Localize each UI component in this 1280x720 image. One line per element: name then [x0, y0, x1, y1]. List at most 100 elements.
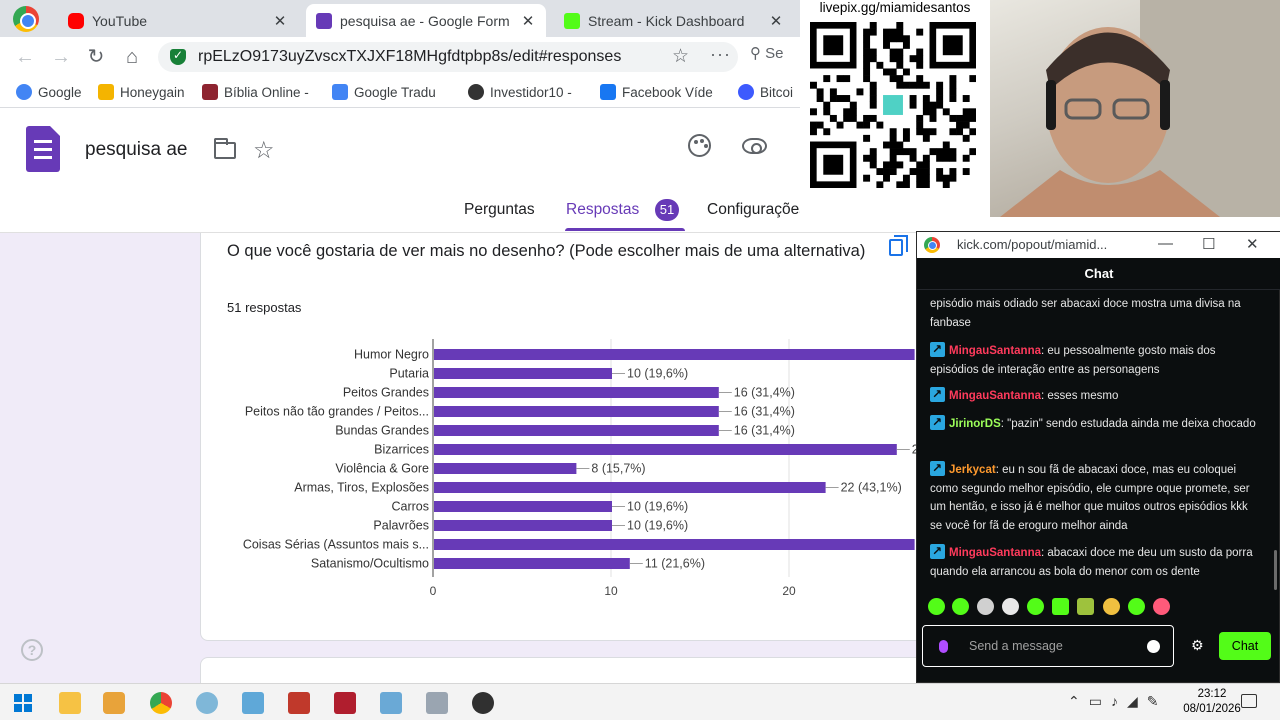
bookmark-google-tradutor[interactable]: Google Tradu: [332, 84, 436, 100]
emote-icon[interactable]: [1052, 598, 1069, 615]
qr-module: [909, 148, 917, 156]
form-title[interactable]: pesquisa ae: [85, 139, 188, 160]
bookmark-facebook-video[interactable]: Facebook Víde: [600, 84, 713, 100]
emote-icon[interactable]: [977, 598, 994, 615]
emote-icon[interactable]: [1128, 598, 1145, 615]
chat-messages[interactable]: episódio mais odiado ser abacaxi doce mo…: [917, 290, 1273, 590]
security-shield-icon[interactable]: [170, 48, 186, 65]
chat-username[interactable]: MingauSantanna: [949, 390, 1042, 402]
app-taskbar-icon[interactable]: [242, 692, 264, 714]
help-icon[interactable]: ?: [21, 639, 43, 661]
chat-username[interactable]: JirinorDS: [949, 418, 1001, 430]
subscriber-badge-icon: [930, 542, 945, 561]
folder-icon[interactable]: [214, 138, 236, 159]
copy-chart-icon[interactable]: [889, 235, 908, 256]
qr-module: [849, 101, 857, 109]
app-taskbar-icon[interactable]: [380, 692, 402, 714]
google-forms-logo-icon[interactable]: [26, 126, 60, 172]
emote-icon[interactable]: [1077, 598, 1094, 615]
kick-favicon-icon: [564, 12, 580, 29]
qr-module: [922, 128, 930, 136]
bookmark-bitcoin[interactable]: Bitcoi: [738, 84, 793, 100]
search-box[interactable]: ⚲ Se: [750, 45, 784, 62]
emote-icon[interactable]: [1002, 598, 1019, 615]
emote-icon[interactable]: [1103, 598, 1120, 615]
obs-studio-icon[interactable]: [472, 692, 494, 714]
tab-kick-dashboard[interactable]: Stream - Kick Dashboard ✕: [554, 4, 794, 37]
app-taskbar-icon[interactable]: [196, 692, 218, 714]
emote-icon[interactable]: [928, 598, 945, 615]
chat-username[interactable]: MingauSantanna: [949, 547, 1042, 559]
chat-username[interactable]: Jerkycat: [949, 464, 996, 476]
bar: [434, 539, 915, 550]
media-player-icon[interactable]: [103, 692, 125, 714]
chat-input-placeholder: Send a message: [969, 639, 1063, 653]
webcam-image: [1000, 0, 1280, 217]
chrome-logo-icon[interactable]: [13, 6, 39, 32]
kick-chat-window: kick.com/popout/miamid... — ☐ ✕ Chat epi…: [916, 231, 1280, 683]
bar: [434, 406, 719, 417]
chrome-taskbar-icon[interactable]: [150, 692, 172, 714]
chat-username[interactable]: MingauSantanna: [949, 345, 1042, 357]
data-label: 16 (31,4%): [734, 386, 795, 400]
taskbar-clock[interactable]: 23:12 08/01/2026: [1180, 687, 1244, 717]
bookmark-biblia[interactable]: Bíblia Online -: [202, 84, 309, 100]
chat-scrollbar[interactable]: [1274, 550, 1277, 590]
emote-icon[interactable]: [1153, 598, 1170, 615]
microphone-icon[interactable]: [939, 640, 948, 653]
forward-arrow-icon[interactable]: →: [51, 46, 71, 68]
qr-module: [909, 101, 917, 109]
preview-eye-icon[interactable]: [742, 138, 767, 154]
chat-input[interactable]: Send a message: [922, 625, 1174, 667]
file-explorer-icon[interactable]: [59, 692, 81, 714]
tab-google-forms[interactable]: pesquisa ae - Google Form ✕: [306, 4, 546, 37]
home-icon[interactable]: ⌂: [125, 46, 139, 68]
reload-icon[interactable]: ↻: [87, 46, 105, 68]
windows-start-icon[interactable]: [14, 694, 32, 712]
bookmark-investidor10[interactable]: Investidor10 -: [468, 84, 572, 100]
emote-icon[interactable]: [952, 598, 969, 615]
clock-time: 23:12: [1197, 688, 1227, 700]
qr-module: [949, 95, 957, 102]
system-tray[interactable]: ⌃▭♪◢✎: [1068, 693, 1168, 709]
qr-module: [922, 81, 930, 89]
palette-icon[interactable]: [688, 134, 711, 157]
close-tab-icon[interactable]: ✕: [521, 12, 535, 30]
data-label: 16 (31,4%): [734, 405, 795, 419]
tab-respostas[interactable]: Respostas: [566, 201, 640, 218]
app-taskbar-icon[interactable]: [426, 692, 448, 714]
bookmark-honeygain[interactable]: Honeygain: [98, 84, 185, 100]
chat-send-button[interactable]: Chat: [1219, 632, 1271, 660]
maximize-icon[interactable]: ☐: [1202, 236, 1216, 253]
chat-message: JirinorDS: "pazin" sendo estudada ainda …: [930, 413, 1260, 434]
qr-module: [889, 68, 897, 76]
tab-perguntas[interactable]: Perguntas: [464, 201, 535, 218]
qr-module: [896, 181, 904, 188]
bookmark-google[interactable]: Google: [16, 84, 82, 100]
qr-module: [869, 148, 877, 156]
bookmark-star-icon[interactable]: ☆: [672, 46, 690, 67]
popout-url: kick.com/popout/miamid...: [957, 237, 1108, 252]
qr-module: [936, 154, 944, 162]
qr-module: [863, 134, 871, 142]
chat-settings-gear-icon[interactable]: ⚙: [1191, 637, 1204, 653]
tab-youtube[interactable]: YouTube ✕: [58, 4, 298, 37]
emote-icon[interactable]: [1027, 598, 1044, 615]
star-icon[interactable]: ☆: [253, 137, 275, 164]
minimize-icon[interactable]: —: [1158, 235, 1173, 252]
emoji-picker-icon[interactable]: [1147, 640, 1160, 653]
back-arrow-icon[interactable]: ←: [15, 46, 35, 68]
question-summary-card: [200, 233, 916, 641]
fl-studio-icon[interactable]: [334, 692, 356, 714]
more-options-icon[interactable]: ···: [710, 44, 731, 64]
close-tab-icon[interactable]: ✕: [273, 12, 287, 30]
close-icon[interactable]: ✕: [1246, 236, 1259, 253]
emote-quickbar: [925, 598, 1175, 618]
url-text[interactable]: rpELzO9173uyZvscxTXJXF18MHgfdtpbp8s/edit…: [198, 48, 622, 65]
close-tab-icon[interactable]: ✕: [769, 12, 783, 30]
calculator-icon[interactable]: [288, 692, 310, 714]
tab-configuracoes[interactable]: Configurações: [707, 201, 807, 218]
address-bar[interactable]: rpELzO9173uyZvscxTXJXF18MHgfdtpbp8s/edit…: [158, 42, 738, 72]
notifications-icon[interactable]: [1241, 694, 1257, 708]
qr-module: [902, 128, 910, 136]
